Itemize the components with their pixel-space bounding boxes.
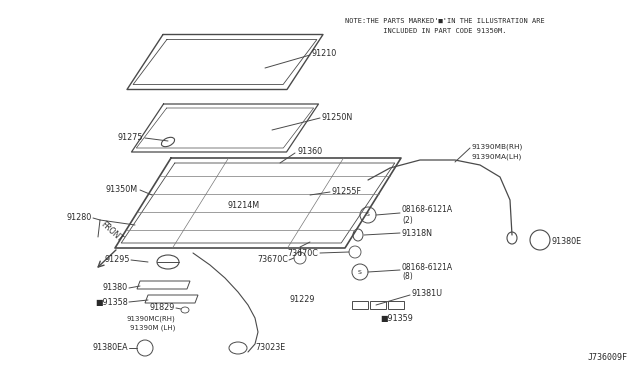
Text: 91380: 91380 <box>103 283 128 292</box>
Text: (8): (8) <box>402 273 413 282</box>
Text: 91380E: 91380E <box>552 237 582 247</box>
Text: 91390MA(LH): 91390MA(LH) <box>472 154 522 160</box>
Text: 91350M: 91350M <box>106 186 138 195</box>
Text: INCLUDED IN PART CODE 91350M.: INCLUDED IN PART CODE 91350M. <box>345 28 506 34</box>
Text: NOTE:THE PARTS MARKED'■'IN THE ILLUSTRATION ARE: NOTE:THE PARTS MARKED'■'IN THE ILLUSTRAT… <box>345 18 545 24</box>
Text: 91381U: 91381U <box>412 289 443 298</box>
Text: 91210: 91210 <box>312 49 337 58</box>
Text: 91214M: 91214M <box>228 201 260 209</box>
Text: 91390MC(RH): 91390MC(RH) <box>126 316 175 322</box>
Text: 91229: 91229 <box>290 295 316 305</box>
Text: ■91359: ■91359 <box>380 314 413 323</box>
Text: 73670C: 73670C <box>257 256 288 264</box>
Text: 91255F: 91255F <box>332 187 362 196</box>
Text: 91829: 91829 <box>150 304 175 312</box>
Text: 91318N: 91318N <box>402 228 433 237</box>
Text: ■91358: ■91358 <box>95 298 128 307</box>
Text: 91390MB(RH): 91390MB(RH) <box>472 144 524 150</box>
Text: 08168-6121A: 08168-6121A <box>402 205 453 215</box>
Text: S: S <box>358 269 362 275</box>
Text: 91250N: 91250N <box>322 112 353 122</box>
Text: 91390M (LH): 91390M (LH) <box>130 325 175 331</box>
Text: 91280: 91280 <box>67 214 92 222</box>
Text: FRONT: FRONT <box>99 220 125 244</box>
Text: J736009F: J736009F <box>588 353 628 362</box>
Text: (2): (2) <box>402 215 413 224</box>
Text: 73670C: 73670C <box>287 248 318 257</box>
Text: 91275: 91275 <box>118 134 143 142</box>
Text: 91360: 91360 <box>297 148 322 157</box>
Text: 73023E: 73023E <box>255 343 285 353</box>
Text: S: S <box>366 212 370 218</box>
Text: 08168-6121A: 08168-6121A <box>402 263 453 272</box>
Text: 91295: 91295 <box>104 256 130 264</box>
Text: 91380EA: 91380EA <box>92 343 128 353</box>
